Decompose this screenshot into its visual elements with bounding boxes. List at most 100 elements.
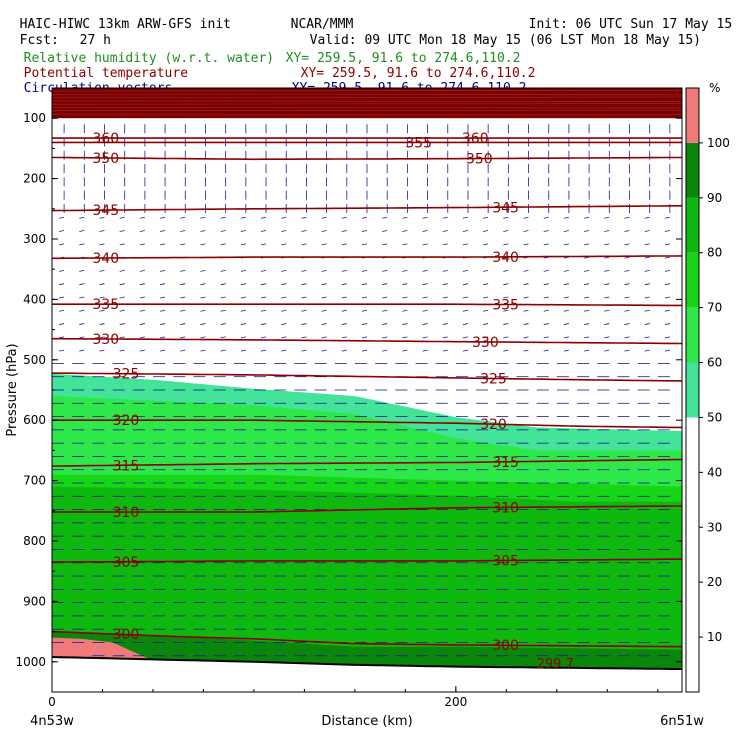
- wind-vector: [563, 296, 570, 299]
- theta-contour-300: [52, 630, 682, 648]
- below-ground: [52, 656, 682, 692]
- stratosphere-theta-packing: [52, 88, 682, 119]
- wind-vector: [321, 349, 327, 352]
- wind-vector: [79, 243, 85, 246]
- wind-vector: [422, 243, 428, 246]
- wind-vector: [321, 230, 327, 232]
- wind-vector: [260, 336, 267, 339]
- wind-vector: [644, 323, 650, 325]
- wind-vector: [523, 230, 529, 232]
- wind-vector: [442, 323, 448, 325]
- wind-vector: [624, 283, 630, 286]
- wind-vector: [584, 230, 590, 232]
- surface-theta-label: 299.7: [537, 657, 574, 672]
- wind-vector: [99, 336, 105, 339]
- wind-vector: [200, 216, 206, 219]
- wind-vector: [341, 243, 347, 246]
- wind-vector: [402, 349, 408, 352]
- theta-label-305: 305: [492, 554, 519, 570]
- theta-label-360: 360: [92, 131, 119, 147]
- wind-vector: [624, 323, 630, 325]
- wind-vector: [422, 309, 428, 312]
- y-tick-label: 500: [23, 353, 46, 367]
- wind-vector: [584, 296, 590, 299]
- wind-vector: [624, 296, 630, 299]
- wind-vector: [79, 283, 85, 286]
- x-tick-label: 0: [48, 695, 56, 709]
- wind-vector: [59, 296, 65, 299]
- wind-vector: [382, 296, 388, 299]
- wind-vector: [584, 336, 590, 339]
- wind-vector: [361, 349, 368, 352]
- wind-vector: [139, 283, 145, 286]
- wind-vector: [604, 243, 610, 246]
- wind-vector: [119, 216, 125, 219]
- wind-vector: [462, 270, 469, 272]
- wind-vector: [200, 270, 206, 272]
- wind-vector: [624, 216, 630, 219]
- wind-vector: [664, 336, 670, 339]
- wind-vector: [644, 336, 650, 339]
- wind-vector: [402, 336, 408, 339]
- colorbar-swatch-100: [686, 88, 699, 143]
- wind-vector: [159, 309, 166, 312]
- wind-vector: [321, 270, 327, 272]
- wind-vector: [543, 243, 549, 246]
- wind-vector: [543, 336, 549, 339]
- wind-vector: [503, 283, 509, 286]
- wind-vector: [361, 283, 368, 286]
- wind-vector: [624, 230, 630, 232]
- wind-vector: [563, 270, 570, 272]
- wind-vector: [664, 256, 670, 259]
- wind-vector: [604, 216, 610, 219]
- field-name-rh: Relative humidity (w.r.t. water): [23, 51, 275, 66]
- colorbar-tick-label: 10: [707, 630, 722, 644]
- wind-vector: [220, 309, 226, 312]
- theta-label-350: 350: [92, 151, 119, 167]
- wind-vector: [99, 270, 105, 272]
- wind-vector: [99, 283, 105, 286]
- wind-vector: [483, 349, 489, 352]
- wind-vector: [321, 309, 327, 312]
- colorbar-swatch-50: [686, 362, 699, 418]
- wind-vector: [604, 230, 610, 232]
- wind-vector: [462, 336, 469, 339]
- wind-vector: [59, 243, 65, 246]
- wind-vector: [119, 283, 125, 286]
- field-xy-rh: XY= 259.5, 91.6 to 274.6,110.2: [285, 51, 521, 66]
- wind-vector: [59, 323, 65, 325]
- wind-vector: [483, 296, 489, 299]
- wind-vector: [180, 309, 186, 312]
- theta-upper-line: [52, 94, 682, 96]
- wind-vector: [483, 309, 489, 312]
- wind-vector: [462, 323, 469, 325]
- wind-vector: [382, 336, 388, 339]
- wind-vector: [483, 243, 489, 246]
- theta-contour-305: [52, 558, 682, 563]
- wind-vector: [260, 216, 267, 219]
- wind-vector: [260, 283, 267, 286]
- wind-vector: [624, 336, 630, 339]
- wind-vector: [462, 309, 469, 312]
- wind-vector: [180, 243, 186, 246]
- wind-vector: [382, 243, 388, 246]
- wind-vector: [119, 296, 125, 299]
- wind-vector: [543, 283, 549, 286]
- wind-vector: [422, 336, 428, 339]
- wind-vector: [79, 296, 85, 299]
- wind-vector: [301, 230, 307, 232]
- colorbar-swatch-60: [686, 307, 699, 363]
- wind-vector: [240, 270, 246, 272]
- wind-vector: [442, 230, 448, 232]
- y-tick-label: 300: [23, 232, 46, 246]
- wind-vector: [341, 349, 347, 352]
- wind-vector: [200, 336, 206, 339]
- y-tick-label: 900: [23, 594, 46, 608]
- model-title: HAIC-HIWC 13km ARW-GFS init: [19, 17, 231, 32]
- wind-vector: [139, 230, 145, 232]
- wind-vector: [281, 336, 287, 339]
- wind-vector: [281, 243, 287, 246]
- wind-vector: [604, 270, 610, 272]
- colorbar-swatch-80: [686, 197, 699, 253]
- y-axis-label: Pressure (hPa): [5, 343, 20, 436]
